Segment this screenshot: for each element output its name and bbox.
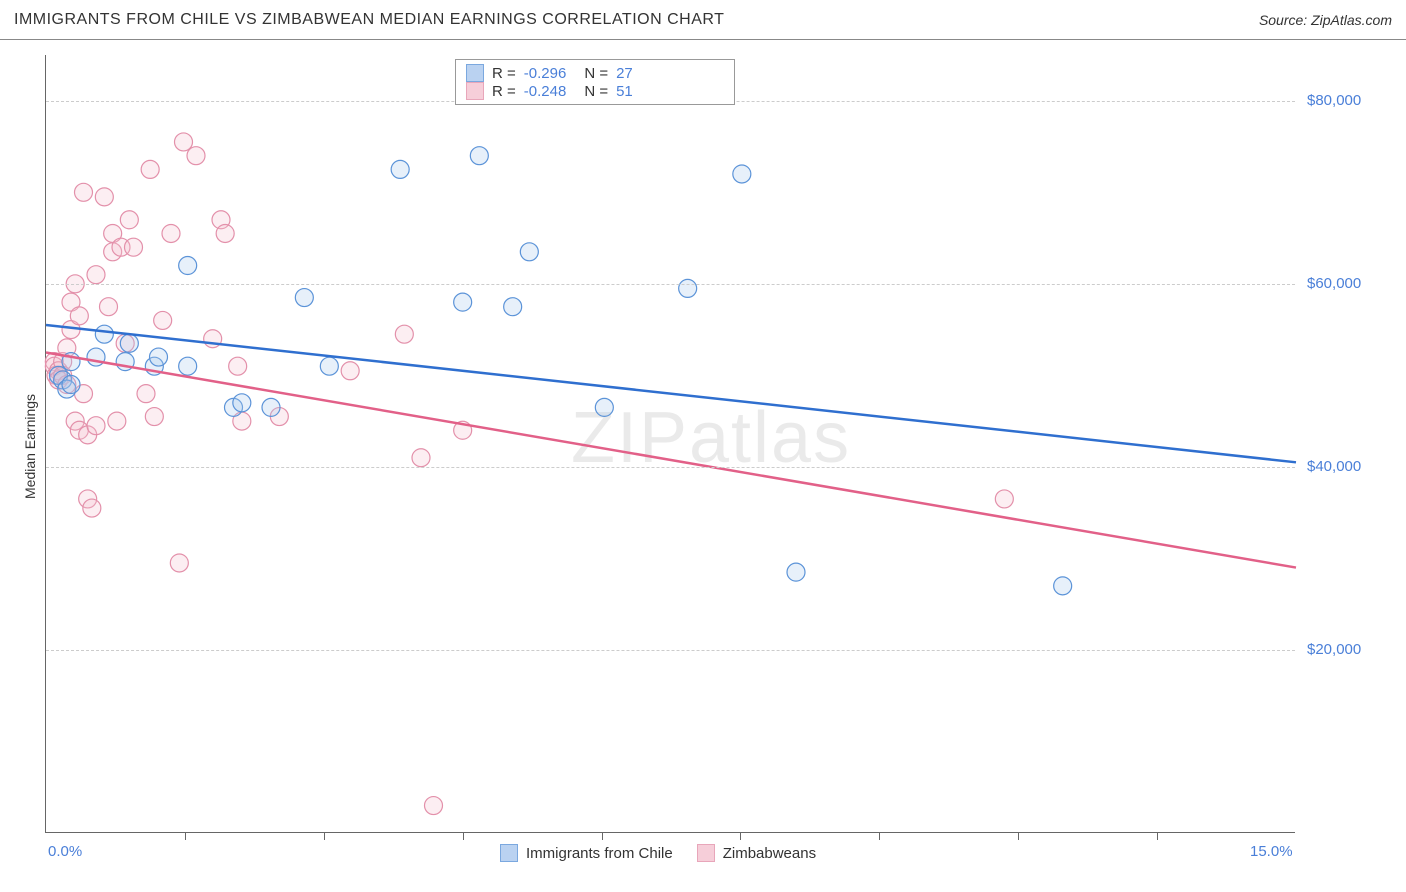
scatter-point bbox=[995, 490, 1013, 508]
x-tick bbox=[1018, 832, 1019, 840]
x-tick bbox=[740, 832, 741, 840]
scatter-point bbox=[120, 334, 138, 352]
legend-n-value: 51 bbox=[616, 83, 633, 100]
scatter-point bbox=[179, 257, 197, 275]
scatter-point bbox=[108, 412, 126, 430]
scatter-point bbox=[150, 348, 168, 366]
legend-n-label: N = bbox=[584, 65, 608, 82]
gridline bbox=[46, 650, 1295, 651]
plot-area: ZIPatlas bbox=[45, 55, 1295, 833]
legend-swatch bbox=[466, 82, 484, 100]
series-legend-label: Zimbabweans bbox=[723, 845, 816, 862]
scatter-point bbox=[520, 243, 538, 261]
legend-swatch bbox=[466, 64, 484, 82]
scatter-point bbox=[216, 224, 234, 242]
x-tick bbox=[602, 832, 603, 840]
scatter-point bbox=[100, 298, 118, 316]
y-tick-label: $60,000 bbox=[1307, 275, 1361, 292]
x-tick bbox=[463, 832, 464, 840]
scatter-point bbox=[341, 362, 359, 380]
scatter-point bbox=[87, 266, 105, 284]
x-tick bbox=[185, 832, 186, 840]
correlation-legend-row: R = -0.248 N = 51 bbox=[466, 82, 724, 100]
y-tick-label: $40,000 bbox=[1307, 458, 1361, 475]
y-tick-label: $20,000 bbox=[1307, 641, 1361, 658]
chart-container: IMMIGRANTS FROM CHILE VS ZIMBABWEAN MEDI… bbox=[0, 0, 1406, 892]
scatter-point bbox=[454, 293, 472, 311]
scatter-point bbox=[679, 279, 697, 297]
legend-swatch bbox=[697, 844, 715, 862]
scatter-point bbox=[175, 133, 193, 151]
scatter-point bbox=[162, 224, 180, 242]
trend-line bbox=[46, 352, 1296, 567]
legend-swatch bbox=[500, 844, 518, 862]
source-label: Source: ZipAtlas.com bbox=[1259, 12, 1392, 28]
series-legend-item: Immigrants from Chile bbox=[500, 844, 673, 862]
x-tick bbox=[324, 832, 325, 840]
legend-n-label: N = bbox=[584, 83, 608, 100]
scatter-point bbox=[145, 408, 163, 426]
scatter-point bbox=[70, 307, 88, 325]
scatter-point bbox=[395, 325, 413, 343]
scatter-point bbox=[787, 563, 805, 581]
scatter-point bbox=[595, 398, 613, 416]
y-axis-label: Median Earnings bbox=[22, 394, 38, 499]
trend-line bbox=[46, 325, 1296, 462]
chart-header: IMMIGRANTS FROM CHILE VS ZIMBABWEAN MEDI… bbox=[0, 0, 1406, 40]
chart-title: IMMIGRANTS FROM CHILE VS ZIMBABWEAN MEDI… bbox=[14, 11, 724, 29]
scatter-point bbox=[1054, 577, 1072, 595]
scatter-point bbox=[391, 160, 409, 178]
series-legend-label: Immigrants from Chile bbox=[526, 845, 673, 862]
scatter-point bbox=[154, 311, 172, 329]
series-legend-item: Zimbabweans bbox=[697, 844, 816, 862]
scatter-point bbox=[229, 357, 247, 375]
scatter-point bbox=[120, 211, 138, 229]
scatter-plot-svg bbox=[46, 55, 1296, 833]
scatter-point bbox=[504, 298, 522, 316]
legend-n-value: 27 bbox=[616, 65, 633, 82]
x-max-label: 15.0% bbox=[1250, 843, 1293, 860]
correlation-legend-row: R = -0.296 N = 27 bbox=[466, 64, 724, 82]
scatter-point bbox=[295, 289, 313, 307]
scatter-point bbox=[95, 325, 113, 343]
x-tick bbox=[879, 832, 880, 840]
legend-r-label: R = bbox=[492, 65, 516, 82]
scatter-point bbox=[187, 147, 205, 165]
scatter-point bbox=[733, 165, 751, 183]
legend-r-label: R = bbox=[492, 83, 516, 100]
scatter-point bbox=[179, 357, 197, 375]
scatter-point bbox=[470, 147, 488, 165]
gridline bbox=[46, 467, 1295, 468]
scatter-point bbox=[425, 797, 443, 815]
x-tick bbox=[1157, 832, 1158, 840]
scatter-point bbox=[233, 394, 251, 412]
series-legend: Immigrants from Chile Zimbabweans bbox=[500, 844, 816, 862]
scatter-point bbox=[320, 357, 338, 375]
scatter-point bbox=[137, 385, 155, 403]
legend-r-value: -0.248 bbox=[524, 83, 567, 100]
scatter-point bbox=[125, 238, 143, 256]
scatter-point bbox=[170, 554, 188, 572]
scatter-point bbox=[141, 160, 159, 178]
x-min-label: 0.0% bbox=[48, 843, 82, 860]
scatter-point bbox=[83, 499, 101, 517]
correlation-legend: R = -0.296 N = 27 R = -0.248 N = 51 bbox=[455, 59, 735, 105]
scatter-point bbox=[62, 376, 80, 394]
legend-r-value: -0.296 bbox=[524, 65, 567, 82]
gridline bbox=[46, 284, 1295, 285]
y-tick-label: $80,000 bbox=[1307, 92, 1361, 109]
scatter-point bbox=[412, 449, 430, 467]
scatter-point bbox=[75, 183, 93, 201]
scatter-point bbox=[262, 398, 280, 416]
scatter-point bbox=[87, 417, 105, 435]
scatter-point bbox=[95, 188, 113, 206]
